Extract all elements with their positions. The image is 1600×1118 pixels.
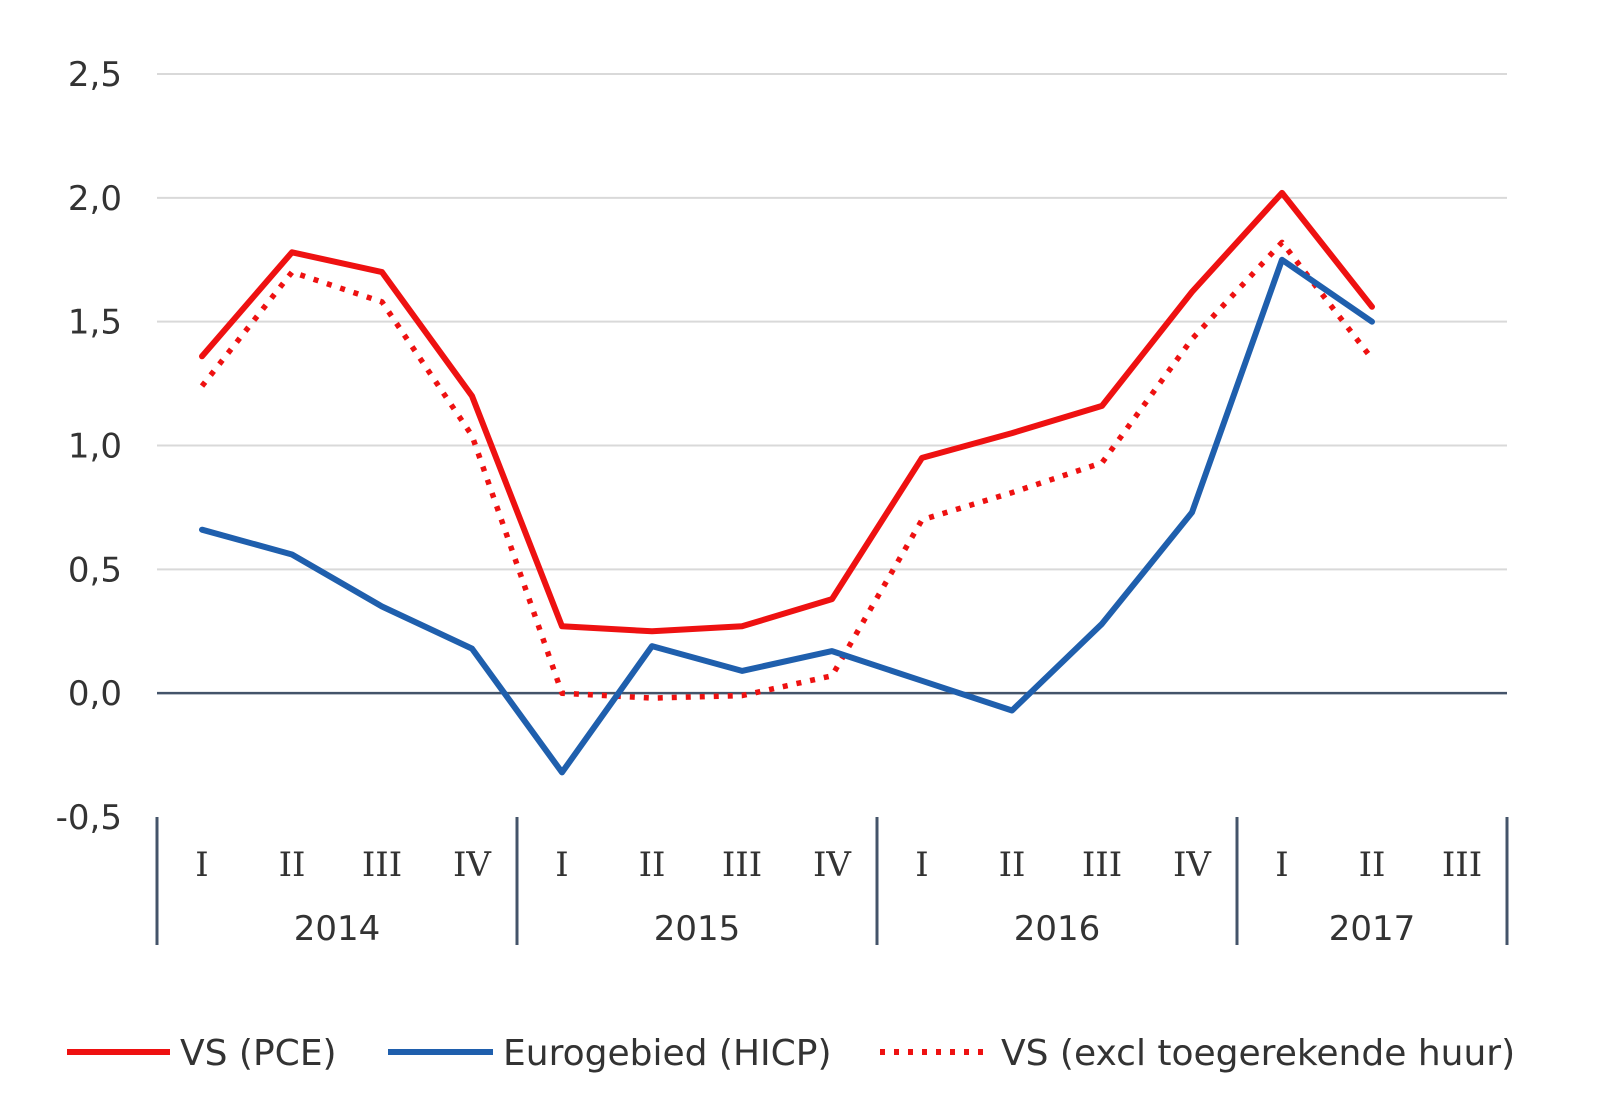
series-lines <box>199 189 1375 776</box>
x-tick-label-quarter: II <box>639 845 666 885</box>
x-tick-label-year: 2014 <box>294 909 381 949</box>
x-tick-label-year: 2015 <box>654 909 741 949</box>
x-tick-label-quarter: IV <box>453 845 492 885</box>
y-tick-label: -0,5 <box>56 798 122 838</box>
x-tick-label-year: 2016 <box>1014 909 1101 949</box>
x-tick-label-quarter: IV <box>1173 845 1212 885</box>
legend-label: Eurogebied (HICP) <box>503 1033 832 1074</box>
x-tick-label-quarter: II <box>1359 845 1386 885</box>
y-tick-label: 1,0 <box>68 427 122 467</box>
x-tick-label-quarter: III <box>362 845 402 885</box>
x-tick-label-quarter: I <box>195 845 208 885</box>
y-tick-label: 0,0 <box>68 674 122 714</box>
legend: VS (PCE) Eurogebied (HICP) VS (excl toeger… <box>67 1033 1515 1074</box>
legend-label: VS (excl toegerekende huur) <box>1001 1033 1515 1074</box>
y-tick-label: 2,0 <box>68 179 122 219</box>
x-tick-label-quarter: III <box>722 845 762 885</box>
legend-label: VS (PCE) <box>180 1033 337 1074</box>
y-tick-label: 1,5 <box>68 303 122 343</box>
x-tick-label-quarter: I <box>915 845 928 885</box>
x-tick-label-quarter: II <box>999 845 1026 885</box>
x-tick-label-quarter: I <box>555 845 568 885</box>
y-axis-ticks: 2,5 2,0 1,5 1,0 0,5 0,0 -0,5 <box>56 55 122 838</box>
x-tick-label-quarter: I <box>1275 845 1288 885</box>
x-tick-label-quarter: III <box>1442 845 1482 885</box>
gridlines <box>157 73 1507 695</box>
series-line-1 <box>199 256 1375 776</box>
x-tick-label-quarter: II <box>279 845 306 885</box>
x-tick-label-year: 2017 <box>1329 909 1416 949</box>
x-tick-label-quarter: IV <box>813 845 852 885</box>
series-line-2 <box>199 239 1375 701</box>
x-tick-label-quarter: III <box>1082 845 1122 885</box>
y-tick-label: 0,5 <box>68 550 122 590</box>
series-line-0 <box>199 189 1375 635</box>
y-tick-label: 2,5 <box>68 55 122 95</box>
